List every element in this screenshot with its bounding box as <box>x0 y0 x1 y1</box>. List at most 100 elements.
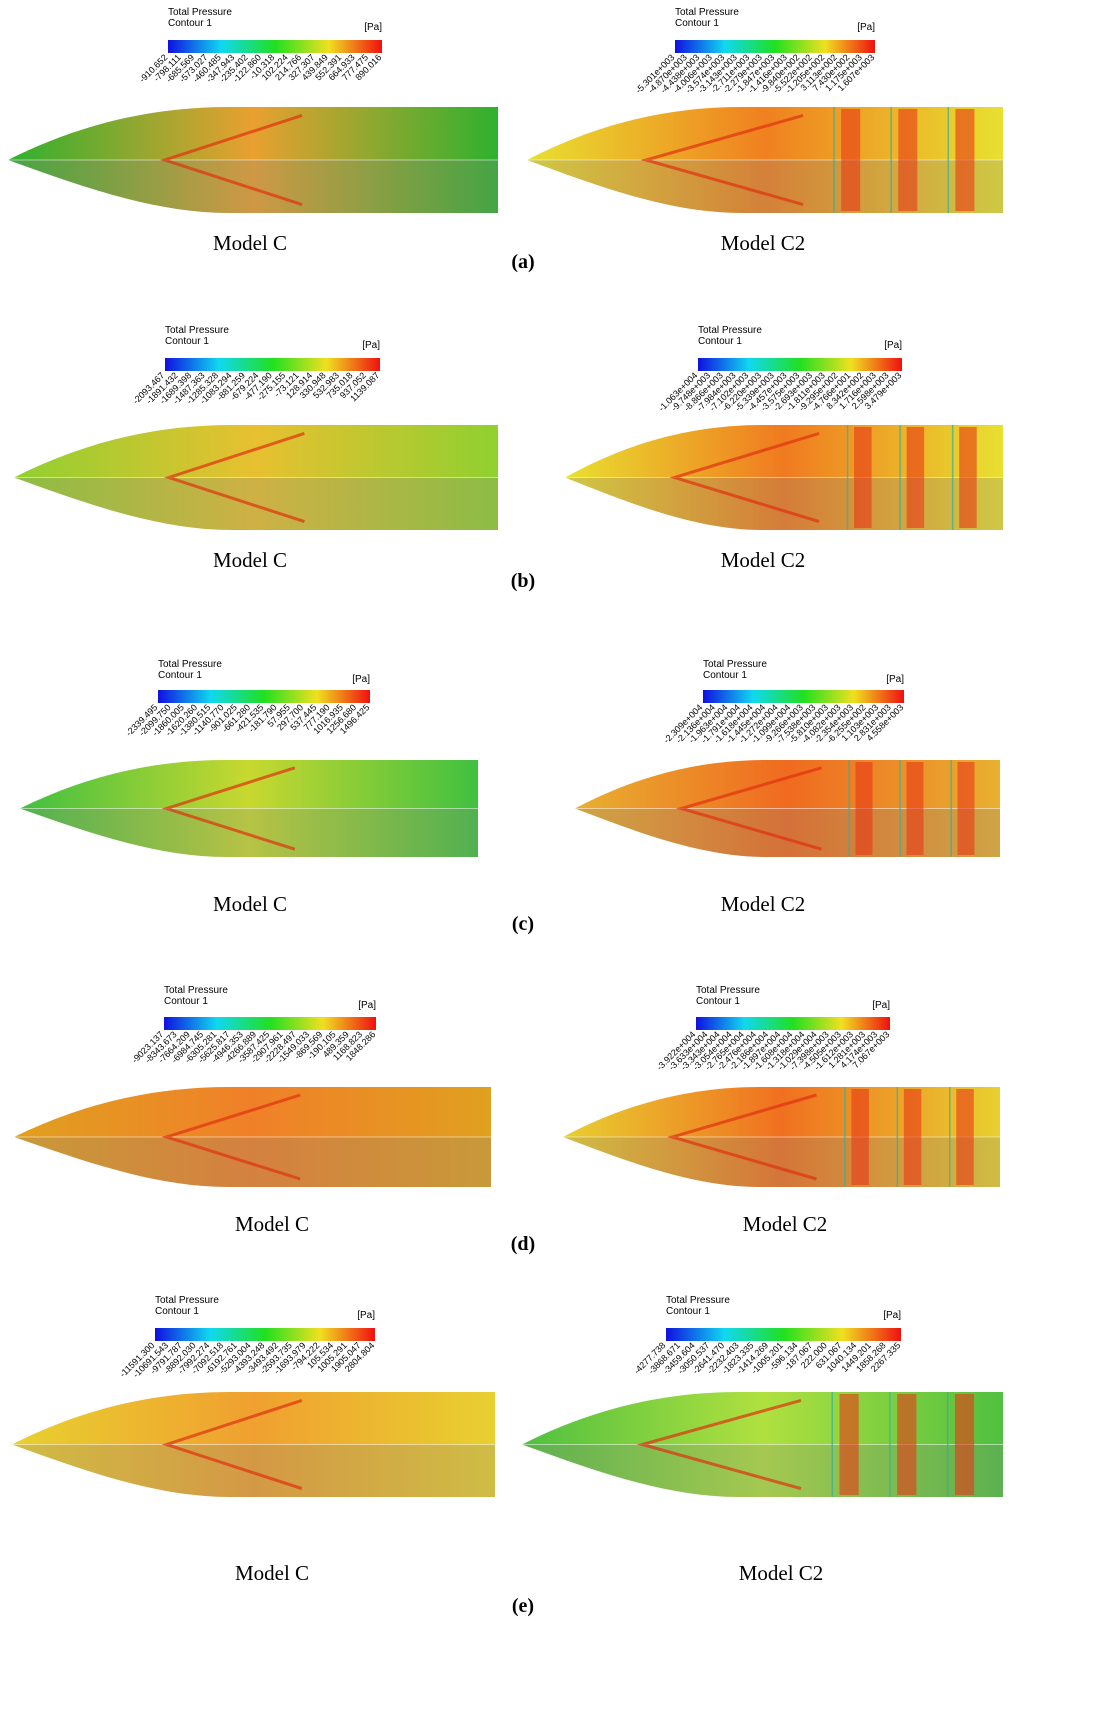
legend-title: Total Pressure <box>165 325 229 336</box>
legend-unit: [Pa] <box>352 674 370 685</box>
caption: Model C2 <box>721 231 806 255</box>
pressure-band <box>955 109 974 211</box>
caption: Model C2 <box>721 892 806 916</box>
legend-title: Total Pressure <box>703 659 767 670</box>
hull-top <box>565 425 1003 478</box>
pressure-band <box>959 427 977 528</box>
pressure-band <box>956 1089 973 1185</box>
hull-shade <box>522 1445 1003 1498</box>
legend-title: Total Pressure <box>675 7 739 18</box>
hull-shade <box>20 809 478 858</box>
legend-unit: [Pa] <box>884 340 902 351</box>
panel-label: (c) <box>512 913 534 935</box>
hull-shade <box>565 478 1003 531</box>
hull-shade <box>14 478 498 531</box>
pressure-band <box>958 762 975 855</box>
color-bar <box>164 1017 376 1030</box>
caption: Model C2 <box>743 1212 828 1236</box>
legend-title: Total Pressure <box>168 7 232 18</box>
legend-unit: [Pa] <box>872 1000 890 1011</box>
caption: Model C <box>213 548 287 572</box>
color-bar <box>696 1017 890 1030</box>
pressure-band <box>854 427 872 528</box>
hull-top <box>12 1392 495 1445</box>
legend-unit: [Pa] <box>883 1310 901 1321</box>
caption: Model C2 <box>739 1561 824 1585</box>
hull-top <box>14 1087 491 1137</box>
legend-subtitle: Contour 1 <box>164 996 208 1007</box>
legend-unit: [Pa] <box>364 22 382 33</box>
hull-top <box>14 425 498 478</box>
hull-top <box>563 1087 1000 1137</box>
pressure-band <box>907 427 925 528</box>
caption: Model C <box>213 892 287 916</box>
hull-shade <box>8 160 498 213</box>
pressure-band <box>839 1394 858 1495</box>
legend-subtitle: Contour 1 <box>675 18 719 29</box>
legend-unit: [Pa] <box>358 1000 376 1011</box>
panel-label: (d) <box>511 1233 535 1255</box>
figure: (a)Total PressureContour 1[Pa]-910.652-7… <box>0 0 1094 1711</box>
legend-title: Total Pressure <box>155 1295 219 1306</box>
legend-subtitle: Contour 1 <box>698 336 742 347</box>
hull-top <box>527 107 1003 160</box>
hull-top <box>8 107 498 160</box>
hull-shade <box>563 1137 1000 1187</box>
color-bar <box>165 358 380 371</box>
color-bar <box>168 40 382 53</box>
hull-shade <box>527 160 1003 213</box>
legend-unit: [Pa] <box>857 22 875 33</box>
color-bar <box>155 1328 375 1341</box>
pressure-band <box>904 1089 921 1185</box>
caption: Model C2 <box>721 548 806 572</box>
color-bar <box>158 690 370 703</box>
legend-title: Total Pressure <box>696 985 760 996</box>
hull-shade <box>12 1445 495 1498</box>
panel-label: (e) <box>512 1595 534 1617</box>
color-bar <box>675 40 875 53</box>
legend-title: Total Pressure <box>666 1295 730 1306</box>
panel-label: (b) <box>511 570 535 592</box>
caption: Model C <box>235 1212 309 1236</box>
caption: Model C <box>213 231 287 255</box>
legend-unit: [Pa] <box>357 1310 375 1321</box>
legend-unit: [Pa] <box>886 674 904 685</box>
legend-subtitle: Contour 1 <box>165 336 209 347</box>
pressure-band <box>856 762 873 855</box>
color-bar <box>666 1328 901 1341</box>
hull-shade <box>575 809 1000 858</box>
color-bar <box>703 690 904 703</box>
legend-subtitle: Contour 1 <box>158 670 202 681</box>
legend-subtitle: Contour 1 <box>168 18 212 29</box>
hull-shade <box>14 1137 491 1187</box>
legend-subtitle: Contour 1 <box>666 1306 710 1317</box>
pressure-band <box>841 109 860 211</box>
pressure-band <box>898 109 917 211</box>
legend-subtitle: Contour 1 <box>696 996 740 1007</box>
hull-top <box>20 760 478 809</box>
hull-top <box>575 760 1000 809</box>
hull-top <box>522 1392 1003 1445</box>
legend-title: Total Pressure <box>698 325 762 336</box>
legend-subtitle: Contour 1 <box>155 1306 199 1317</box>
pressure-band <box>897 1394 916 1495</box>
pressure-band <box>955 1394 974 1495</box>
legend-title: Total Pressure <box>158 659 222 670</box>
legend-unit: [Pa] <box>362 340 380 351</box>
panel-label: (a) <box>511 251 534 273</box>
legend-subtitle: Contour 1 <box>703 670 747 681</box>
pressure-band <box>851 1089 868 1185</box>
legend-title: Total Pressure <box>164 985 228 996</box>
caption: Model C <box>235 1561 309 1585</box>
pressure-band <box>907 762 924 855</box>
